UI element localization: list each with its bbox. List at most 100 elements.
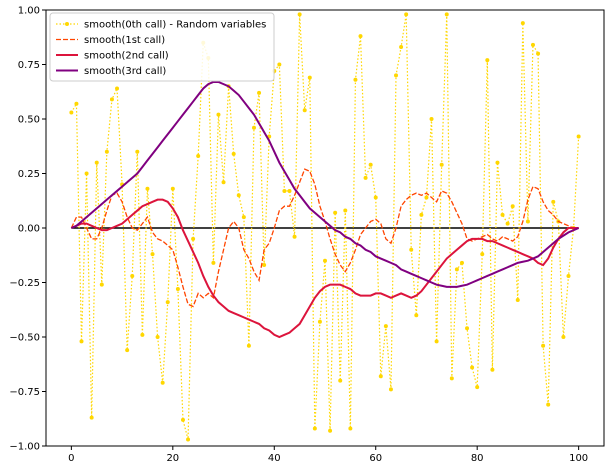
series-0-point [99, 282, 104, 287]
series-0-point [409, 247, 414, 252]
series-0-point [520, 21, 525, 26]
series-0-point [444, 12, 449, 17]
series-line-2 [70, 198, 579, 339]
series-0-point [145, 186, 150, 191]
series-0-point [257, 90, 262, 95]
series-0-point [551, 199, 556, 204]
series-0-point [165, 300, 170, 305]
series-0-point [338, 378, 343, 383]
series-0-point [454, 267, 459, 272]
legend-label-1: smooth(1st call) [84, 35, 165, 46]
series-0-point [515, 297, 520, 302]
series-0-point [449, 376, 454, 381]
x-tick-label: 0 [68, 453, 74, 464]
series-0-point [541, 343, 546, 348]
series-0-point [231, 151, 236, 156]
series-0-point [175, 287, 180, 292]
series-0-point [216, 112, 221, 117]
series-0-point [140, 332, 145, 337]
y-tick-label: 0.50 [18, 115, 40, 126]
series-0-point [383, 324, 388, 329]
series-0-point [394, 73, 399, 78]
series-0-point [485, 58, 490, 63]
x-tick-label: 80 [471, 453, 484, 464]
x-tick-label: 100 [569, 453, 588, 464]
series-0-point [236, 193, 241, 198]
series-0-point [505, 221, 510, 226]
series-0-point [388, 387, 393, 392]
series-0-point [211, 260, 216, 265]
series-0-point [439, 162, 444, 167]
series-0-point [84, 171, 89, 176]
series-0-point [434, 339, 439, 344]
series-0-point [160, 380, 165, 385]
series-0-point [307, 75, 312, 80]
series-0-point [358, 34, 363, 39]
series-0-point [530, 42, 535, 47]
series-0-point [109, 97, 114, 102]
series-0-point [378, 374, 383, 379]
series-0-point [287, 188, 292, 193]
series-0-point [566, 273, 571, 278]
series-0-point [414, 313, 419, 318]
series-0-point [89, 415, 94, 420]
y-tick-label: −0.25 [9, 278, 40, 289]
series-0-point [312, 426, 317, 431]
series-0-point [495, 160, 500, 165]
axes: 0 20 40 60 80 100 −1.00 −0.75 −0.50 −0.25 0.00 0.25… [9, 6, 605, 464]
legend: smooth(0th call) - Random variables smoot… [49, 12, 275, 82]
series-0-point [353, 77, 358, 82]
x-tick-label: 20 [166, 453, 179, 464]
series-0-point [576, 134, 581, 139]
legend-label-0: smooth(0th call) - Random variables [84, 20, 266, 31]
y-tick-label: −0.75 [9, 387, 40, 398]
series-0-point [196, 154, 201, 159]
series-0-point [155, 335, 160, 339]
series-0-point [323, 258, 327, 263]
legend-label-3: smooth(3rd call) [84, 66, 166, 77]
series-0-point [363, 175, 368, 180]
series-0-point [373, 195, 378, 200]
series-0-point [561, 335, 566, 339]
series-0-point [262, 263, 267, 268]
series-0-point [333, 210, 338, 215]
series-0-point [368, 162, 373, 167]
series-0-point [94, 160, 99, 165]
series-0-point [546, 402, 551, 407]
legend-box [49, 12, 275, 82]
series-0-point [282, 188, 287, 193]
series-0-point [480, 252, 485, 257]
y-tick-label: 0.25 [18, 169, 40, 180]
series-0-point [297, 12, 302, 17]
series-0-point [251, 125, 256, 130]
series-0-point [470, 365, 475, 370]
series-0-point [79, 339, 84, 344]
series-0-point [536, 51, 541, 56]
series-0-point [424, 195, 429, 200]
series-0-point [302, 108, 307, 113]
series-0-point [69, 110, 74, 115]
series-0-point [150, 252, 155, 257]
series-0-point [525, 219, 530, 224]
series-0-point [292, 234, 297, 239]
series-line-3 [70, 80, 580, 288]
series-0-point [241, 215, 246, 220]
series-0-point [348, 426, 353, 431]
y-tick-label: −0.50 [9, 333, 40, 344]
series-0-point [475, 385, 480, 390]
series-0-point [510, 204, 515, 209]
series-0-point [317, 319, 322, 324]
series-0-point [429, 117, 434, 121]
series-0-point [490, 367, 495, 372]
series-0-point [180, 417, 185, 422]
series-0-point [125, 348, 130, 353]
series-0-point [404, 12, 409, 17]
series-0-point [419, 212, 424, 217]
series-line-0 [70, 14, 580, 440]
y-tick-label: 0.75 [18, 60, 40, 71]
series-0-point [221, 180, 226, 185]
legend-marker-0 [65, 22, 69, 26]
series-0-point [104, 149, 109, 154]
series-0-point [465, 326, 470, 331]
